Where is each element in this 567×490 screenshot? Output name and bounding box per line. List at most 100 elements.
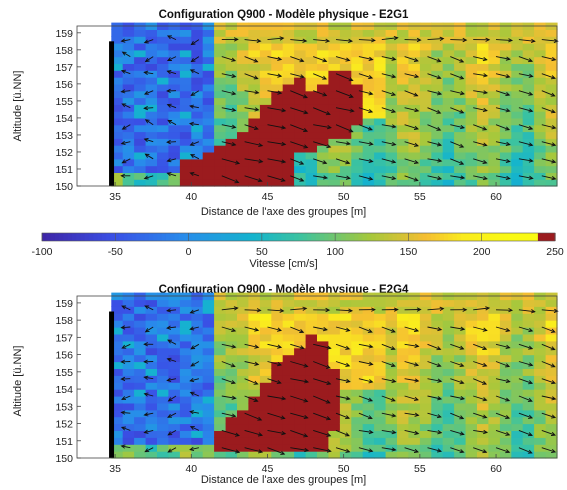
velocity-cell [294,375,307,383]
velocity-cell [237,172,249,180]
velocity-cell [202,138,215,146]
flow-arrow [473,175,487,180]
flow-arrow-head [391,447,397,452]
velocity-cell [465,43,478,51]
flow-arrow-head [505,91,511,97]
velocity-cell [419,165,432,173]
flow-arrow-head [437,326,443,332]
velocity-cell [511,451,524,459]
flow-arrow-head [322,75,328,80]
flow-arrow [267,361,282,366]
velocity-cell [454,299,467,307]
colorbar-segment [366,233,372,241]
velocity-cell [248,423,261,431]
velocity-cell [157,375,169,383]
velocity-cell [248,430,261,438]
velocity-cell [442,29,455,37]
velocity-cell [122,451,135,459]
flow-arrow-head [528,58,534,63]
velocity-cell [271,97,284,105]
flow-arrow [473,326,487,331]
flow-arrow [335,412,350,419]
flow-arrow-head [528,73,534,78]
flow-arrow-head [550,431,556,436]
velocity-cell [408,416,421,425]
flow-arrow-head [144,305,150,310]
flow-arrow-head [414,430,420,435]
velocity-cell [408,451,421,459]
colorbar-segment [238,233,244,241]
velocity-cell [111,320,124,328]
velocity-cell [111,111,124,119]
velocity-cell [465,179,478,187]
velocity-cell [157,389,169,397]
velocity-cell [214,340,227,349]
velocity-cell [454,179,467,187]
velocity-cell [511,402,524,411]
velocity-cell [305,340,318,349]
velocity-cell [488,313,501,321]
velocity-cell [397,389,409,397]
flow-arrow [450,73,464,80]
velocity-cell [259,382,272,390]
velocity-cell [179,299,192,307]
flow-arrow [518,326,533,332]
velocity-cell [442,83,455,92]
velocity-cell [111,396,124,404]
velocity-cell [431,368,444,376]
velocity-cell [419,361,432,369]
velocity-cell [157,306,169,314]
flow-arrow [450,39,467,41]
flow-arrow-head [553,308,559,314]
velocity-cell [328,158,341,167]
velocity-cell [294,49,307,58]
velocity-cell [317,375,329,383]
flow-arrow [313,429,331,437]
colorbar-segment [431,233,436,241]
flow-arrow [495,56,510,60]
flow-arrow-head [326,125,332,130]
flow-arrow [427,56,441,62]
velocity-cell [442,165,455,173]
velocity-cell [419,179,432,187]
flow-arrow-head [528,345,534,350]
velocity-cell [202,111,215,119]
velocity-cell [351,396,364,404]
velocity-cell [488,368,501,376]
colorbar-segment [106,233,112,241]
velocity-cell [465,63,478,71]
velocity-cell [534,49,547,58]
velocity-cell [385,83,398,92]
velocity-cell [122,111,135,119]
velocity-cell [488,347,501,356]
flow-arrow-head [414,327,420,332]
velocity-cell [191,340,204,349]
velocity-cell [397,368,409,376]
velocity-cell [488,90,501,99]
velocity-cell [271,131,284,139]
flow-arrow [495,141,510,146]
velocity-cell [168,361,181,369]
flow-arrow [121,445,131,449]
flow-arrow-head [367,126,373,131]
velocity-cell [237,158,249,167]
velocity-cell [248,111,261,119]
velocity-cell [271,347,284,356]
velocity-cell [534,396,547,404]
velocity-cell [214,158,227,167]
flow-arrow [404,90,418,97]
flow-arrow-head [281,396,287,401]
velocity-cell [134,117,147,126]
velocity-cell [305,104,318,112]
flow-arrow [313,447,331,452]
colorbar-segment [486,233,492,241]
velocity-cell [534,416,547,425]
velocity-cell [488,320,501,328]
flow-arrow [190,154,200,160]
flow-arrow [450,56,464,63]
flow-arrow [427,378,442,382]
velocity-cell [534,104,547,112]
velocity-cell [259,49,272,58]
velocity-cell [385,104,398,112]
velocity-cell [442,138,455,146]
